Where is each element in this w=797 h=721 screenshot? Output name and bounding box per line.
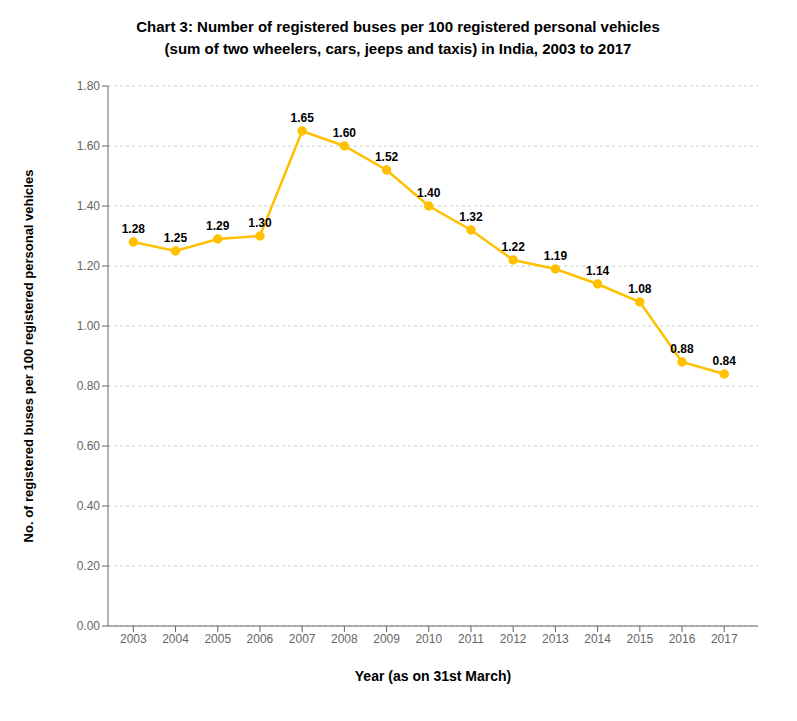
svg-text:1.14: 1.14 — [586, 264, 610, 278]
svg-text:1.19: 1.19 — [544, 249, 568, 263]
svg-text:2005: 2005 — [204, 632, 231, 646]
svg-text:2017: 2017 — [711, 632, 738, 646]
svg-text:2008: 2008 — [331, 632, 358, 646]
svg-text:1.20: 1.20 — [77, 259, 101, 273]
svg-text:1.28: 1.28 — [122, 222, 146, 236]
html-text:(sum of two wheelers, cars, je: (sum of two wheelers, cars, jeeps and ta… — [164, 40, 632, 57]
svg-text:0.88: 0.88 — [670, 342, 694, 356]
svg-text:2014: 2014 — [584, 632, 611, 646]
svg-text:0.40: 0.40 — [77, 499, 101, 513]
svg-text:1.32: 1.32 — [459, 210, 483, 224]
svg-text:1.60: 1.60 — [77, 139, 101, 153]
svg-text:2007: 2007 — [289, 632, 316, 646]
svg-text:No. of registered buses per 10: No. of registered buses per 100 register… — [21, 170, 36, 543]
svg-text:1.25: 1.25 — [164, 231, 188, 245]
svg-text:0.00: 0.00 — [77, 619, 101, 633]
svg-text:1.40: 1.40 — [417, 186, 441, 200]
svg-text:0.20: 0.20 — [77, 559, 101, 573]
svg-text:2011: 2011 — [458, 632, 484, 646]
svg-text:1.40: 1.40 — [77, 199, 101, 213]
svg-text:1.52: 1.52 — [375, 150, 399, 164]
svg-text:2012: 2012 — [500, 632, 527, 646]
svg-text:2006: 2006 — [247, 632, 274, 646]
svg-text:2003: 2003 — [120, 632, 147, 646]
svg-text:0.80: 0.80 — [77, 379, 101, 393]
svg-text:0.60: 0.60 — [77, 439, 101, 453]
svg-text:2009: 2009 — [373, 632, 400, 646]
svg-text:2016: 2016 — [669, 632, 696, 646]
svg-text:2013: 2013 — [542, 632, 569, 646]
svg-text:1.60: 1.60 — [333, 126, 357, 140]
svg-text:1.08: 1.08 — [628, 282, 652, 296]
svg-text:2004: 2004 — [162, 632, 189, 646]
svg-text:1.29: 1.29 — [206, 219, 230, 233]
svg-text:1.22: 1.22 — [502, 240, 526, 254]
svg-text:1.30: 1.30 — [248, 216, 272, 230]
svg-text:1.65: 1.65 — [290, 111, 314, 125]
svg-text:2015: 2015 — [626, 632, 653, 646]
svg-text:1.80: 1.80 — [77, 79, 101, 93]
svg-text:2010: 2010 — [415, 632, 442, 646]
svg-text:Year (as on 31st March): Year (as on 31st March) — [355, 668, 511, 684]
svg-text:1.00: 1.00 — [77, 319, 101, 333]
html-text:Chart 3: Number of registered: Chart 3: Number of registered buses per … — [136, 18, 660, 35]
svg-text:0.84: 0.84 — [713, 354, 737, 368]
